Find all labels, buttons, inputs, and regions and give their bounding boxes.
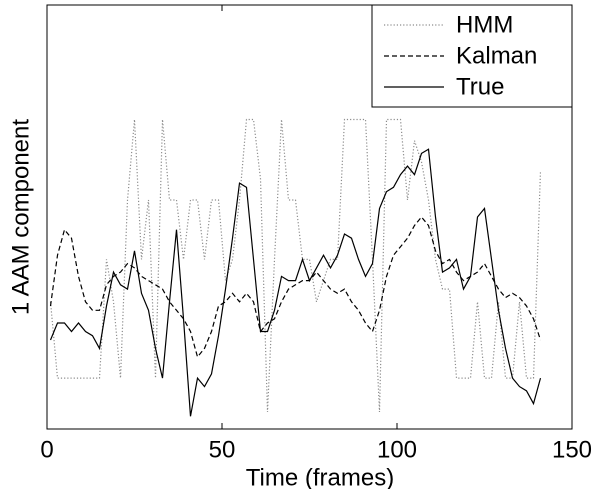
x-tick-label: 100 [377, 436, 417, 463]
series-line [49, 148, 542, 417]
legend-label: HMM [456, 11, 513, 38]
x-tick-label: 150 [552, 436, 592, 463]
y-axis-label: 1 AAM component [7, 119, 34, 315]
x-tick-label: 50 [209, 436, 236, 463]
legend-box [371, 4, 573, 108]
plot-frame [46, 4, 573, 430]
legend-label: True [456, 73, 504, 100]
series-line [49, 118, 542, 413]
x-tick-label: 0 [40, 436, 53, 463]
x-axis-label: Time (frames) [246, 464, 394, 489]
legend-label: Kalman [456, 42, 537, 69]
